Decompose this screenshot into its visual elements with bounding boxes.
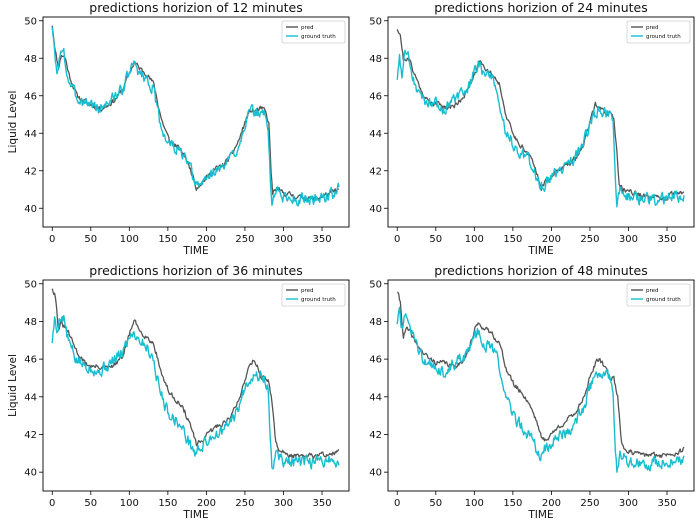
y-tick-label: 50 xyxy=(369,16,382,27)
x-tick-label: 50 xyxy=(429,234,442,245)
x-tick-label: 150 xyxy=(503,498,522,509)
y-tick-label: 48 xyxy=(369,317,382,328)
x-tick-label: 0 xyxy=(49,498,55,509)
x-tick-label: 50 xyxy=(84,234,97,245)
chart-panel-3: 0 50 100 150 200 250 300 350 40 42 44 46 48 50 predict… xyxy=(7,263,350,521)
x-axis-label: TIME xyxy=(182,245,208,257)
x-tick-label: 200 xyxy=(542,498,561,509)
y-tick-label: 46 xyxy=(24,355,37,366)
y-tick-label: 48 xyxy=(24,54,37,65)
series-line-ground-truth xyxy=(396,306,685,473)
chart-panel-1: 0 50 100 150 200 250 300 350 40 42 44 46 48 50 predict… xyxy=(7,0,350,257)
y-tick-label: 50 xyxy=(24,279,37,290)
legend-label: pred xyxy=(646,25,659,31)
legend-label: ground truth xyxy=(646,297,681,303)
x-tick-label: 100 xyxy=(120,234,139,245)
chart-title: predictions horizion of 36 minutes xyxy=(89,263,302,278)
x-tick-label: 150 xyxy=(503,234,522,245)
x-tick-label: 200 xyxy=(542,234,561,245)
y-tick-label: 42 xyxy=(369,166,382,177)
plot-frame xyxy=(387,279,695,492)
x-tick-label: 150 xyxy=(158,234,177,245)
legend-label: pred xyxy=(646,288,659,294)
y-tick-label: 40 xyxy=(24,204,37,215)
chart-panel-4: 0 50 100 150 200 250 300 350 40 42 44 46 48 50 predict… xyxy=(369,263,695,521)
y-tick-label: 42 xyxy=(369,430,382,441)
legend-label: ground truth xyxy=(646,34,681,40)
legend-label: pred xyxy=(301,288,314,294)
x-tick-label: 300 xyxy=(274,498,293,509)
y-tick-label: 48 xyxy=(369,54,382,65)
y-tick-label: 48 xyxy=(24,317,37,328)
x-tick-label: 250 xyxy=(580,498,599,509)
x-tick-label: 250 xyxy=(580,234,599,245)
chart-title: predictions horizion of 24 minutes xyxy=(434,0,647,15)
x-tick-label: 350 xyxy=(312,498,331,509)
y-tick-label: 46 xyxy=(24,91,37,102)
legend: pred ground truth xyxy=(626,283,691,307)
series-line-pred xyxy=(51,25,340,202)
x-axis-label: TIME xyxy=(182,509,208,521)
series-line-pred xyxy=(397,291,685,459)
legend: pred ground truth xyxy=(281,283,346,307)
x-tick-label: 100 xyxy=(120,498,139,509)
x-tick-label: 100 xyxy=(465,234,484,245)
series-line-pred xyxy=(51,288,340,460)
x-axis-label: TIME xyxy=(527,245,553,257)
x-tick-label: 300 xyxy=(274,234,293,245)
y-tick-label: 40 xyxy=(24,468,37,479)
x-tick-label: 0 xyxy=(394,498,400,509)
plot-frame xyxy=(42,16,350,228)
x-tick-label: 300 xyxy=(619,498,638,509)
x-tick-label: 0 xyxy=(49,234,55,245)
y-axis-label: Liquid Level xyxy=(7,91,19,154)
x-tick-label: 50 xyxy=(84,498,97,509)
series-line-ground-truth xyxy=(396,49,685,208)
plot-frame xyxy=(387,16,695,228)
y-tick-label: 40 xyxy=(369,468,382,479)
x-tick-label: 350 xyxy=(312,234,331,245)
x-tick-label: 50 xyxy=(429,498,442,509)
x-tick-label: 200 xyxy=(197,498,216,509)
legend-label: pred xyxy=(301,25,314,31)
x-axis-label: TIME xyxy=(527,509,553,521)
chart-title: predictions horizion of 12 minutes xyxy=(89,0,302,15)
y-tick-label: 50 xyxy=(369,279,382,290)
legend-label: ground truth xyxy=(301,297,336,303)
series-line-ground-truth xyxy=(51,27,340,207)
x-tick-label: 100 xyxy=(465,498,484,509)
series-line-ground-truth xyxy=(51,314,340,470)
x-tick-label: 200 xyxy=(197,234,216,245)
y-tick-label: 44 xyxy=(24,392,37,403)
y-tick-label: 44 xyxy=(369,129,382,140)
y-tick-label: 46 xyxy=(369,91,382,102)
y-tick-label: 44 xyxy=(369,392,382,403)
x-tick-label: 250 xyxy=(235,498,254,509)
y-tick-label: 42 xyxy=(24,430,37,441)
legend: pred ground truth xyxy=(281,20,346,44)
y-tick-label: 46 xyxy=(369,355,382,366)
y-tick-label: 44 xyxy=(24,129,37,140)
series-line-pred xyxy=(396,29,685,201)
x-tick-label: 0 xyxy=(394,234,400,245)
x-tick-label: 150 xyxy=(158,498,177,509)
y-tick-label: 40 xyxy=(369,204,382,215)
legend: pred ground truth xyxy=(626,20,691,44)
x-tick-label: 350 xyxy=(657,234,676,245)
chart-title: predictions horizion of 48 minutes xyxy=(434,263,647,278)
y-tick-label: 42 xyxy=(24,166,37,177)
legend-label: ground truth xyxy=(301,34,336,40)
plot-frame xyxy=(42,279,350,492)
y-tick-label: 50 xyxy=(24,16,37,27)
chart-panel-2: 0 50 100 150 200 250 300 350 40 42 44 46 48 50 predict… xyxy=(369,0,695,257)
x-tick-label: 350 xyxy=(657,498,676,509)
y-axis-label: Liquid Level xyxy=(7,354,19,417)
x-tick-label: 300 xyxy=(619,234,638,245)
x-tick-label: 250 xyxy=(235,234,254,245)
